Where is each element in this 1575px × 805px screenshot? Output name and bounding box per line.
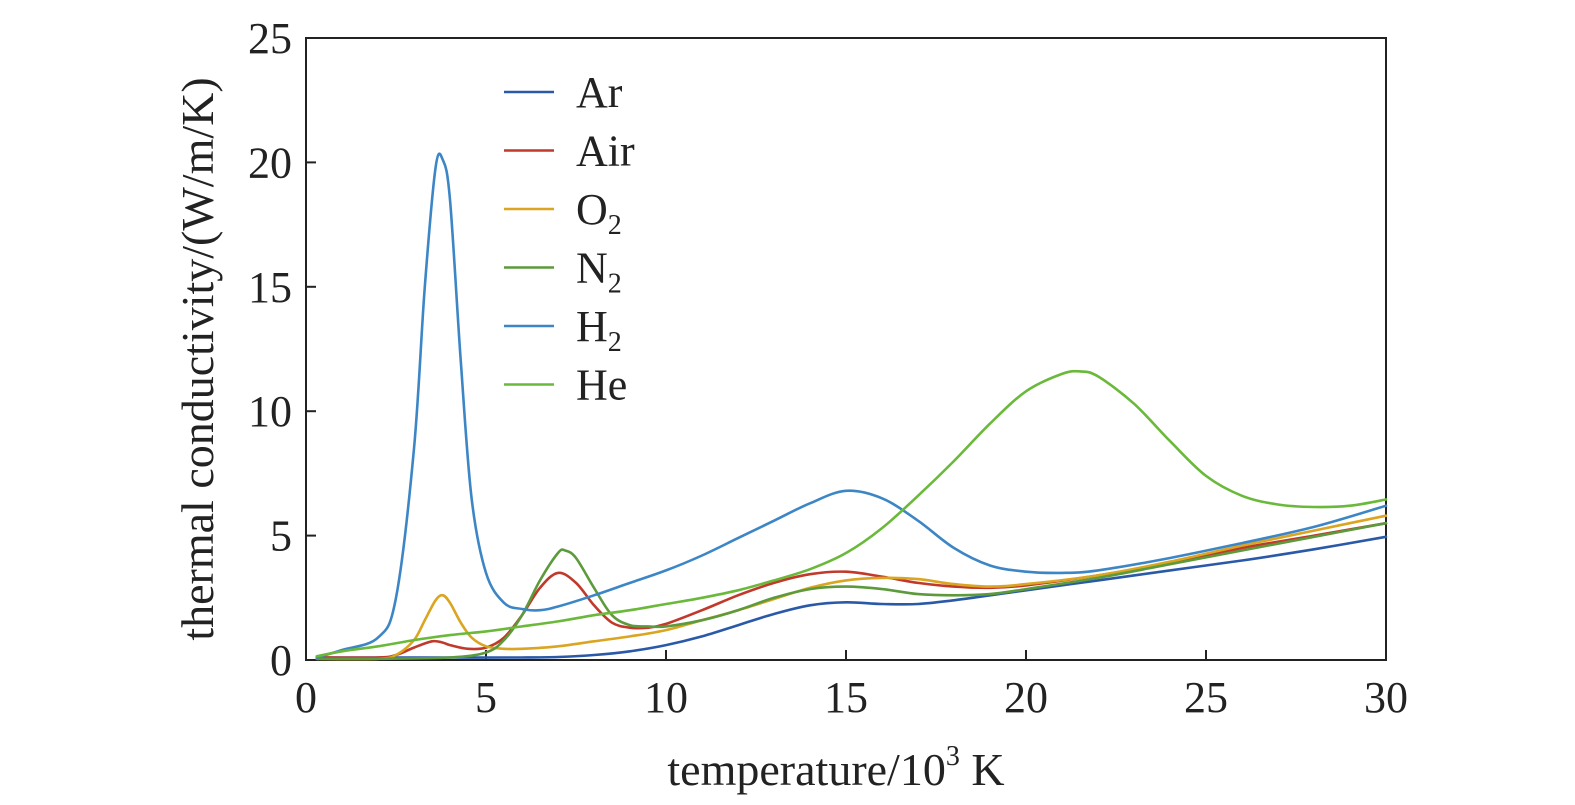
legend-label: N2 <box>576 244 622 300</box>
x-tick-label: 25 <box>1184 673 1228 722</box>
x-tick-label: 0 <box>295 673 317 722</box>
y-tick-label: 5 <box>270 512 292 561</box>
legend-item-h2: H2 <box>504 302 622 358</box>
legend-item-he: He <box>504 361 627 410</box>
x-tick-label: 10 <box>644 673 688 722</box>
legend-item-o2: O2 <box>504 185 622 241</box>
legend-label: He <box>576 361 627 410</box>
x-axis-title-main: temperature/10 <box>667 744 945 795</box>
series-line-o2 <box>315 514 1388 661</box>
legend-label: H2 <box>576 302 622 358</box>
x-axis-title-sup: 3 <box>946 741 960 772</box>
y-tick-label: 25 <box>248 14 292 63</box>
legend-item-n2: N2 <box>504 244 622 300</box>
legend-label: O2 <box>576 185 622 241</box>
legend-item-ar: Ar <box>504 68 623 117</box>
y-tick-label: 0 <box>270 636 292 685</box>
x-tick-label: 20 <box>1004 673 1048 722</box>
y-tick-label: 10 <box>248 387 292 436</box>
series-line-n2 <box>315 521 1388 661</box>
y-tick-label: 20 <box>248 138 292 187</box>
y-axis-title: thermal conductivity/(W/m/K) <box>172 77 223 640</box>
series-line-h2 <box>315 152 1388 659</box>
legend-item-air: Air <box>504 127 635 176</box>
x-axis-title-tail: K <box>960 744 1005 795</box>
plot-frame <box>305 37 1387 661</box>
series-line-air <box>315 521 1388 659</box>
x-tick-label: 5 <box>475 673 497 722</box>
x-axis-title: temperature/103 K <box>667 741 1004 795</box>
x-tick-label: 15 <box>824 673 868 722</box>
y-tick-label: 15 <box>248 263 292 312</box>
x-axis: 0 5 10 15 20 25 30 <box>295 650 1408 722</box>
y-axis: 0 5 10 15 20 25 <box>248 14 316 685</box>
series-line-ar <box>315 535 1388 659</box>
series-line-he <box>315 369 1388 658</box>
legend-label: Air <box>576 127 635 176</box>
x-tick-label: 30 <box>1364 673 1408 722</box>
legend-label: Ar <box>576 68 623 117</box>
series-lines <box>315 152 1388 661</box>
